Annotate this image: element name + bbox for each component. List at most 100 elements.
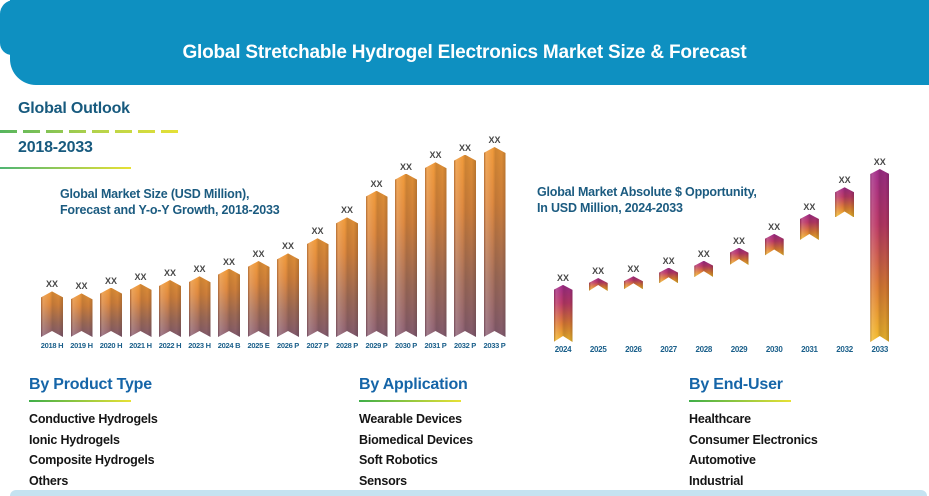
bar-2025: [589, 278, 608, 291]
axis-tick-label: 2029: [730, 345, 748, 354]
axis-tick-label: 2024 B: [217, 341, 241, 350]
bar-value-label: XX: [163, 268, 176, 278]
segment-column-application: By Application Wearable Devices Biomedic…: [359, 376, 659, 491]
axis-tick-label: 2033 P: [483, 341, 506, 350]
bar-2027-p: [307, 238, 329, 337]
axis-tick-label: 2030: [765, 345, 783, 354]
axis-tick-label: 2025 E: [247, 341, 270, 350]
report-title: Global Stretchable Hydrogel Electronics …: [182, 42, 747, 63]
list-item: Automotive: [689, 453, 756, 467]
bar-value-label: XX: [662, 255, 675, 266]
bar-2028: [694, 261, 713, 277]
by-application-underline: [359, 400, 461, 402]
bar-2029: [730, 248, 749, 265]
bar-2026: [624, 276, 643, 289]
axis-tick-label: 2032 P: [454, 341, 476, 350]
bar-value-label: XX: [45, 279, 58, 290]
bar-2027: [659, 268, 678, 284]
bar-2026-p: [277, 253, 299, 337]
bar-value-label: XX: [370, 178, 383, 189]
application-list: Wearable Devices Biomedical Devices Soft…: [359, 409, 659, 491]
axis-tick-label: 2020 H: [99, 341, 123, 350]
bar-2031: [800, 214, 819, 240]
bar-2024: [554, 285, 573, 342]
by-product-type-underline: [29, 400, 131, 402]
list-item: Industrial: [689, 473, 744, 488]
bar-2032: [835, 187, 854, 217]
bar-2033: [870, 169, 889, 342]
bar-value-label: XX: [193, 264, 206, 275]
bar-2030-p: [395, 174, 417, 337]
axis-tick-label: 2025: [589, 345, 607, 354]
bar-value-label: XX: [592, 266, 605, 276]
bar-2018-h: [41, 291, 63, 337]
list-item: Healthcare: [689, 412, 751, 426]
bar-value-label: XX: [873, 157, 886, 167]
end-user-list: Healthcare Consumer Electronics Automoti…: [689, 409, 929, 491]
axis-tick-label: 2027: [660, 345, 677, 354]
axis-tick-label: 2033: [871, 345, 889, 354]
bar-value-label: XX: [803, 201, 816, 212]
bar-2029-p: [366, 191, 388, 337]
outlook-dashed-divider: [0, 130, 183, 133]
bar-value-label: XX: [556, 272, 569, 283]
list-item: Conductive Hydrogels: [29, 412, 158, 426]
bar-value-label: XX: [340, 205, 353, 216]
footer-accent-strip: [10, 490, 927, 496]
axis-tick-label: 2021 H: [129, 341, 152, 350]
bar-2032-p: [454, 155, 476, 337]
bar-2019-h: [71, 293, 93, 337]
list-item: Wearable Devices: [359, 412, 462, 426]
bar-value-label: XX: [458, 142, 471, 153]
bar-2033-p: [484, 147, 506, 337]
bar-2020-h: [100, 288, 122, 337]
global-outlook-heading: Global Outlook: [18, 100, 130, 117]
bar-2021-h: [130, 284, 152, 337]
bar-value-label: XX: [281, 241, 294, 252]
axis-tick-label: 2029 P: [365, 341, 388, 350]
list-item: Soft Robotics: [359, 453, 438, 467]
axis-tick-label: 2018 H: [40, 341, 64, 350]
bar-2022-h: [159, 280, 181, 337]
bar-2031-p: [425, 162, 447, 337]
header-bar: [10, 0, 929, 85]
bar-value-label: XX: [838, 175, 851, 186]
axis-tick-label: 2019 H: [70, 341, 93, 350]
list-item: Consumer Electronics: [689, 432, 818, 447]
opportunity-chart-title: Global Market Absolute $ Opportunity, In…: [537, 185, 757, 215]
axis-tick-label: 2026 P: [277, 341, 299, 350]
bar-2023-h: [189, 276, 211, 337]
bar-2030: [765, 234, 784, 256]
list-item: Biomedical Devices: [359, 432, 473, 447]
by-product-type-heading: By Product Type: [29, 376, 152, 393]
outlook-period-label: 2018-2033: [18, 139, 93, 156]
by-application-heading: By Application: [359, 376, 468, 393]
segment-column-end-user: By End-User Healthcare Consumer Electron…: [689, 376, 929, 491]
axis-tick-label: 2022 H: [158, 341, 182, 350]
axis-tick-label: 2031 P: [424, 341, 447, 350]
bar-2025-e: [248, 261, 270, 337]
outlook-solid-divider: [0, 167, 131, 169]
bar-value-label: XX: [399, 161, 412, 172]
product-type-list: Conductive Hydrogels Ionic Hydrogels Com…: [29, 409, 329, 491]
axis-tick-label: 2030 P: [395, 341, 417, 350]
axis-tick-label: 2026: [625, 345, 642, 354]
bar-2028-p: [336, 217, 358, 337]
market-size-chart-title: Global Market Size (USD Million), Foreca…: [60, 187, 280, 217]
bar-value-label: XX: [104, 275, 117, 286]
axis-tick-label: 2023 H: [188, 341, 211, 350]
bar-value-label: XX: [134, 271, 147, 282]
bar-value-label: XX: [768, 221, 781, 232]
list-item: Sensors: [359, 473, 407, 488]
axis-tick-label: 2032: [836, 345, 853, 354]
list-item: Others: [29, 473, 69, 488]
bar-value-label: XX: [697, 248, 710, 259]
bar-value-label: XX: [222, 256, 235, 267]
axis-tick-label: 2028 P: [336, 341, 358, 350]
axis-tick-label: 2024: [554, 345, 572, 354]
list-item: Ionic Hydrogels: [29, 432, 120, 447]
bar-value-label: XX: [75, 281, 88, 292]
bar-value-label: XX: [429, 150, 442, 161]
bar-value-label: XX: [311, 226, 324, 237]
axis-tick-label: 2028: [695, 345, 713, 354]
